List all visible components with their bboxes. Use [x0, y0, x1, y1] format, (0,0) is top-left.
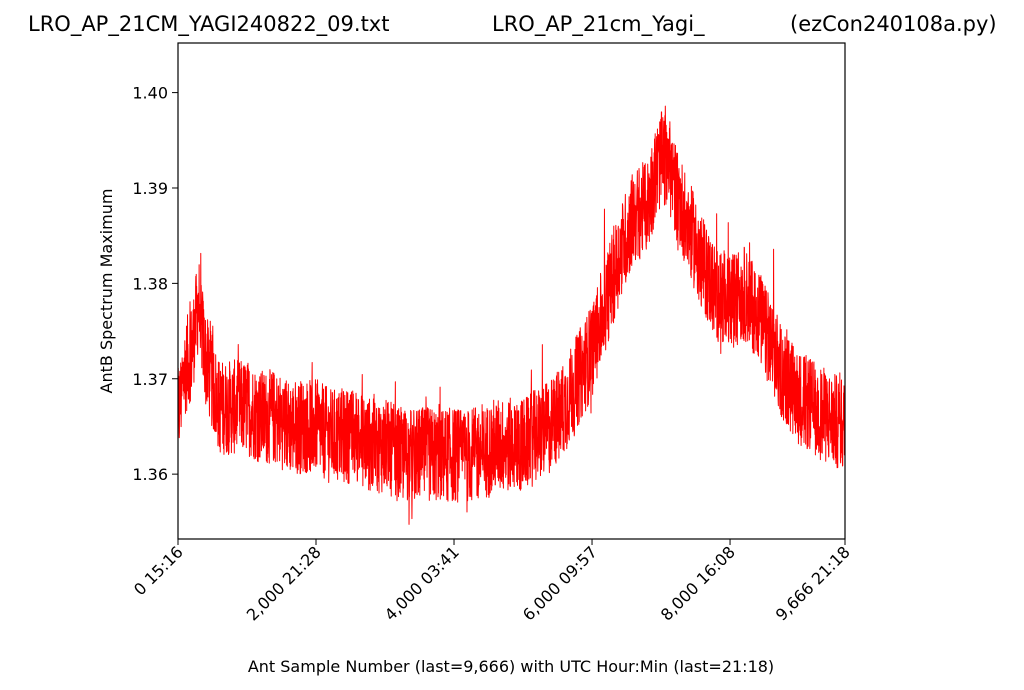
- x-tick-label: 4,000 03:41: [381, 542, 463, 624]
- y-axis-label: AntB Spectrum Maximum: [97, 189, 116, 394]
- plot-area: [177, 105, 846, 525]
- x-axis: 0 15:16 2,000 21:28 4,000 03:41 6,000 09:57…: [130, 539, 854, 624]
- x-tick-label: 2,000 21:28: [243, 542, 325, 624]
- header-right-text: (ezCon240108a.py): [790, 12, 997, 36]
- y-tick-label: 1.36: [132, 465, 168, 484]
- y-axis: 1.36 1.37 1.38 1.39 1.40: [132, 84, 178, 484]
- y-tick-label: 1.37: [132, 370, 168, 389]
- x-tick-label: 0 15:16: [130, 542, 187, 599]
- x-axis-label: Ant Sample Number (last=9,666) with UTC …: [248, 657, 774, 676]
- header-left-text: LRO_AP_21CM_YAGI240822_09.txt: [28, 12, 389, 37]
- header-center-text: LRO_AP_21cm_Yagi_: [492, 12, 705, 37]
- y-tick-label: 1.38: [132, 274, 168, 293]
- series-line: [177, 105, 846, 525]
- axes-frame: [177, 42, 846, 540]
- x-tick-label: 6,000 09:57: [519, 542, 601, 624]
- y-tick-label: 1.40: [132, 84, 168, 103]
- y-tick-label: 1.39: [132, 179, 168, 198]
- x-tick-label: 9,666 21:18: [772, 542, 854, 624]
- x-tick-label: 8,000 16:08: [657, 542, 739, 624]
